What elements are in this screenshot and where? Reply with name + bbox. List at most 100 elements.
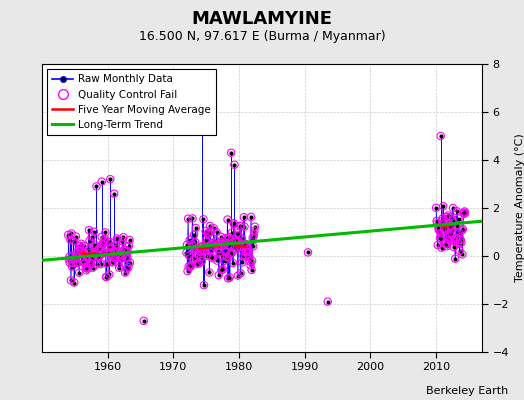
Point (72, 260, 81, 266)
Point (445, 237, 453, 243)
Point (197, 254, 205, 261)
Point (212, 238, 220, 244)
Point (216, 239, 225, 246)
Point (188, 241, 196, 248)
Point (214, 272, 223, 278)
Point (457, 227, 466, 234)
Point (66, 236, 74, 243)
Point (439, 215, 447, 222)
Point (124, 264, 133, 270)
Point (91, 244, 100, 250)
Point (111, 255, 119, 262)
Point (460, 210, 468, 217)
Point (121, 270, 129, 276)
Point (201, 244, 209, 250)
Point (64, 232, 72, 238)
Point (440, 225, 449, 232)
Point (238, 241, 247, 247)
Point (234, 272, 242, 279)
Point (224, 275, 232, 282)
Point (458, 226, 467, 232)
Point (73, 260, 82, 266)
Point (224, 242, 233, 248)
Point (97, 178, 106, 185)
Point (244, 249, 253, 255)
Point (118, 255, 126, 261)
Point (125, 237, 134, 243)
Y-axis label: Temperature Anomaly (°C): Temperature Anomaly (°C) (515, 134, 524, 282)
Point (107, 249, 115, 255)
Point (442, 214, 450, 220)
Point (113, 235, 121, 242)
Point (114, 261, 123, 267)
Point (190, 246, 199, 252)
Point (101, 229, 110, 236)
Point (68, 264, 76, 270)
Point (223, 254, 231, 260)
Point (445, 231, 454, 238)
Point (69, 252, 77, 258)
Point (192, 254, 201, 260)
Point (461, 208, 469, 215)
Point (187, 262, 195, 268)
Point (450, 244, 458, 250)
Point (121, 247, 129, 253)
Point (232, 239, 241, 245)
Point (82, 267, 91, 274)
Point (122, 247, 130, 253)
Point (199, 216, 208, 222)
Point (73, 249, 81, 256)
Point (94, 254, 102, 260)
Point (105, 271, 114, 278)
Point (438, 218, 446, 224)
Point (109, 254, 117, 260)
Point (235, 238, 243, 245)
Point (442, 240, 451, 247)
Point (106, 176, 114, 182)
Point (196, 244, 204, 250)
Point (86, 260, 95, 266)
Point (126, 260, 134, 266)
Point (446, 222, 455, 229)
Point (188, 215, 196, 222)
Point (184, 216, 192, 222)
Point (247, 214, 255, 220)
Point (450, 237, 458, 244)
Point (78, 249, 86, 255)
Point (87, 261, 95, 267)
Point (201, 228, 210, 234)
Point (245, 248, 253, 254)
Point (204, 243, 213, 250)
Point (184, 263, 193, 270)
Point (93, 253, 102, 260)
Point (89, 254, 97, 260)
Point (196, 248, 205, 254)
Point (451, 256, 460, 262)
Point (192, 225, 200, 231)
Point (223, 216, 232, 223)
Point (443, 243, 451, 250)
Point (100, 238, 108, 244)
Point (103, 250, 112, 256)
Point (99, 250, 107, 256)
Point (231, 236, 239, 242)
Point (112, 242, 120, 248)
Point (203, 239, 212, 245)
Point (110, 249, 118, 256)
Point (71, 254, 80, 260)
Point (198, 128, 206, 134)
Point (119, 234, 128, 240)
Point (85, 227, 93, 233)
Point (193, 246, 201, 253)
Point (75, 243, 84, 249)
Point (210, 243, 219, 250)
Point (67, 230, 75, 237)
Point (187, 263, 195, 270)
Point (97, 261, 105, 267)
Point (241, 224, 249, 230)
Point (194, 245, 203, 252)
Point (248, 235, 257, 241)
Point (458, 251, 466, 258)
Point (92, 261, 101, 268)
Point (231, 245, 239, 252)
